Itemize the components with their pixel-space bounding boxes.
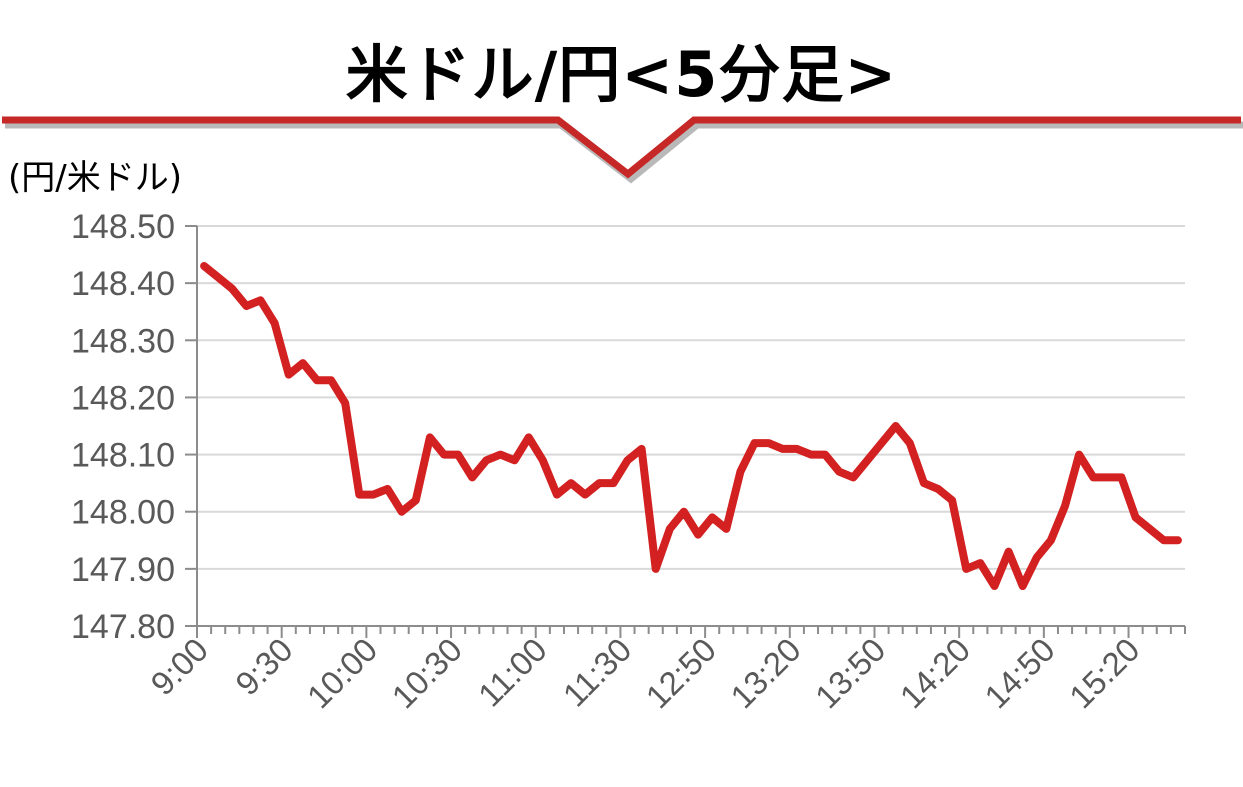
x-tick-label: 14:50: [977, 631, 1062, 716]
x-tick-label: 11:00: [471, 631, 554, 714]
y-axis-unit-label: (円/米ドル): [8, 158, 182, 198]
x-tick-labels: 9:00 9:30 10:00 10:30 11:00 11:30 12:50 13:20 13…: [143, 631, 1146, 716]
y-tick-label: 148.30: [71, 322, 175, 360]
axes: [185, 225, 1186, 638]
x-tick-label: 15:20: [1062, 631, 1147, 716]
x-tick-label: 12:50: [639, 631, 724, 716]
x-tick-label: 14:20: [893, 631, 978, 716]
title-banner-accent: [2, 116, 1241, 179]
y-tick-labels: 148.50 148.40 148.30 148.20 148.10 148.00 147.…: [71, 208, 175, 646]
chart-title: 米ドル/円<5分足>: [345, 38, 898, 111]
grid-lines: [197, 225, 1185, 570]
x-tick-label: 11:30: [556, 631, 639, 714]
x-tick-label: 13:50: [808, 631, 893, 716]
y-tick-label: 147.80: [71, 608, 175, 646]
y-tick-label: 147.90: [71, 551, 175, 589]
x-tick-label: 13:20: [723, 631, 808, 716]
y-tick-label: 148.40: [71, 265, 175, 303]
title-banner-line: [5, 121, 1243, 184]
y-tick-label: 148.50: [71, 208, 175, 246]
y-tick-label: 148.10: [71, 437, 175, 475]
series-group: [200, 262, 1182, 590]
x-tick-label: 10:00: [300, 631, 385, 716]
y-tick-label: 148.20: [71, 379, 175, 417]
x-tick-label: 9:30: [228, 631, 300, 703]
y-tick-label: 148.00: [71, 494, 175, 532]
x-tick-label: 10:30: [384, 631, 469, 716]
series-line: [200, 262, 1182, 590]
